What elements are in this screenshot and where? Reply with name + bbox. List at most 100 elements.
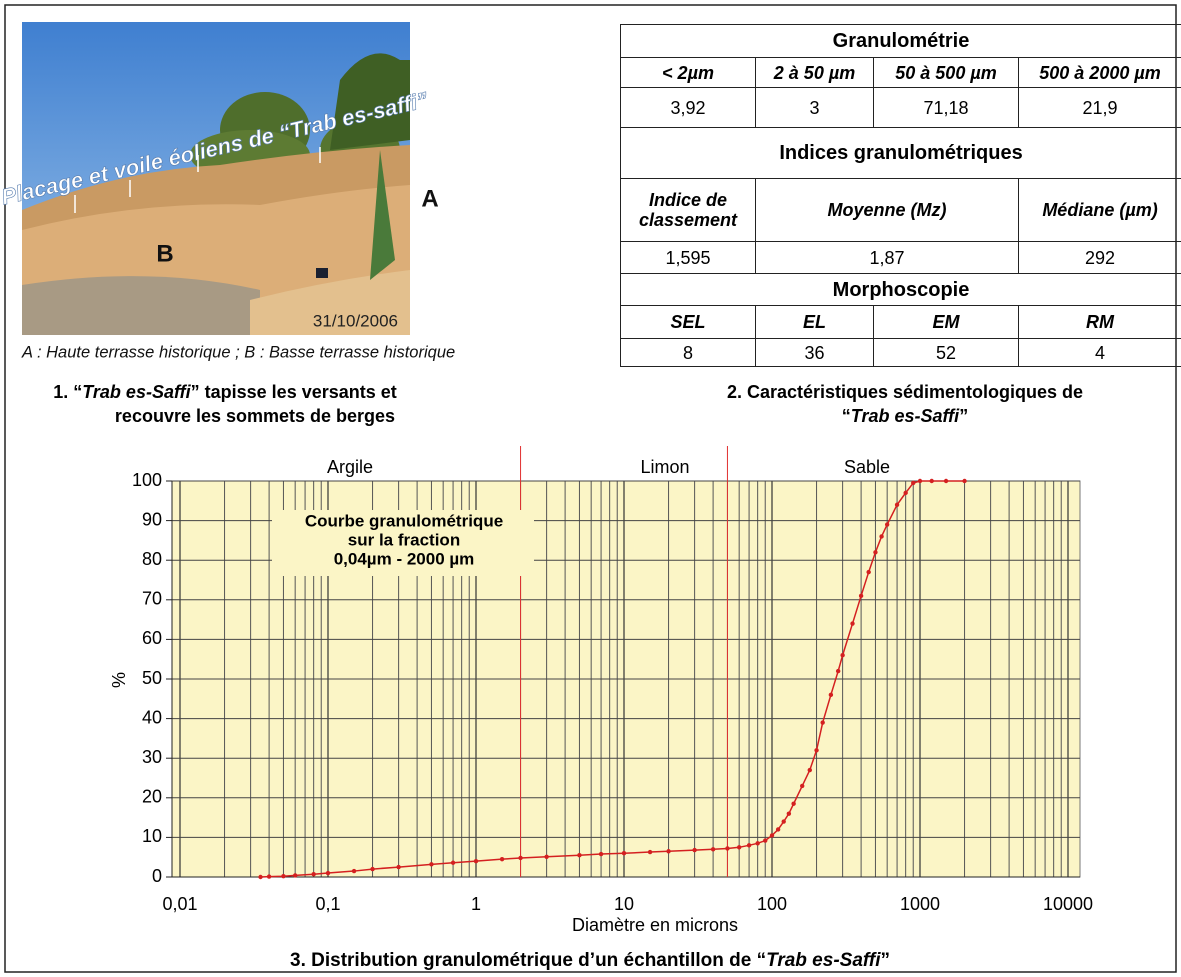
- caption-part: “: [842, 406, 851, 426]
- data-table: Granulométrie < 2µm 2 à 50 µm 50 à 500 µm 50…: [619, 24, 1181, 367]
- table-cell: 71,18: [873, 87, 1019, 128]
- photo-caption: 1. “Trab es-Saffi” tapisse les versants …: [53, 382, 397, 402]
- table-cell: 1,595: [620, 241, 756, 274]
- data-point: [621, 851, 627, 856]
- data-point: [692, 847, 697, 853]
- data-point: [292, 873, 298, 878]
- data-point: [911, 480, 916, 486]
- y-tick-label: 0: [152, 866, 162, 886]
- data-point: [266, 874, 272, 879]
- data-point: [903, 490, 908, 496]
- y-axis-label: %: [109, 672, 129, 688]
- table-cell: 50 à 500 µm: [873, 57, 1019, 88]
- data-point: [518, 855, 523, 861]
- x-axis-label: Diamètre en microns: [572, 915, 738, 935]
- data-point: [429, 862, 434, 867]
- table-cell: EL: [755, 305, 874, 339]
- table-row: 1,595 1,87 292: [620, 241, 1181, 274]
- data-line: [260, 480, 965, 878]
- data-point: [884, 522, 890, 527]
- data-point: [544, 854, 549, 860]
- data-point: [666, 849, 671, 854]
- title-part: 3. Distribution granulométrique d’un éch…: [290, 950, 766, 971]
- table-row: 8 36 52 4: [620, 338, 1181, 367]
- data-point: [736, 845, 742, 850]
- table-cell: 500 à 2000 µm: [1017, 57, 1181, 88]
- data-point: [710, 847, 716, 852]
- table-row: SEL EL EM RM: [620, 305, 1181, 339]
- photo-label: B: [156, 240, 173, 267]
- table-row: Indices granulométriques: [619, 127, 1181, 179]
- table-caption: 2. Caractéristiques sédimentologiques de: [727, 382, 1083, 402]
- data-point: [786, 811, 792, 816]
- table-cell: < 2µm: [620, 57, 756, 88]
- figure-border: [4, 4, 1177, 973]
- caption-part: 1. “: [53, 382, 82, 402]
- chart-title: 3. Distribution granulométrique d’un éch…: [290, 950, 890, 971]
- table-caption: “Trab es-Saffi”: [842, 406, 968, 426]
- y-tick-label: 80: [142, 549, 162, 569]
- photo-caption: recouvre les sommets de berges: [115, 406, 395, 426]
- x-tick-label: 1: [471, 894, 481, 914]
- x-tick-label: 0,1: [315, 894, 340, 914]
- data-point: [840, 653, 845, 658]
- caption-part: ”: [959, 406, 968, 426]
- zone-label: Sable: [844, 457, 890, 477]
- data-point: [917, 478, 923, 484]
- zone-label: Argile: [327, 457, 373, 477]
- data-point: [769, 833, 775, 838]
- table-cell: 36: [755, 338, 874, 367]
- caption-part: Trab es-Saffi: [851, 406, 960, 426]
- table-cell: 52: [873, 338, 1019, 367]
- table-row: < 2µm 2 à 50 µm 50 à 500 µm 500 à 2000 µm: [620, 57, 1181, 88]
- photo-label: A: [421, 185, 438, 212]
- data-point: [820, 720, 825, 725]
- table-cell: Morphoscopie: [619, 273, 1181, 306]
- photo-legend: A : Haute terrasse historique ; B : Bass…: [21, 343, 455, 361]
- y-tick-label: 100: [132, 470, 162, 490]
- table-cell: 292: [1017, 241, 1181, 274]
- x-tick-label: 1000: [900, 894, 940, 914]
- data-point: [775, 827, 781, 832]
- data-point: [755, 841, 760, 846]
- y-tick-label: 60: [142, 628, 162, 648]
- data-point: [828, 692, 834, 698]
- title-part: ”: [880, 950, 890, 971]
- table-row: Morphoscopie: [619, 273, 1181, 306]
- data-point: [311, 872, 316, 877]
- data-point: [781, 819, 786, 824]
- table-cell: RM: [1017, 305, 1181, 339]
- data-point: [943, 478, 949, 484]
- data-point: [351, 868, 357, 874]
- table-row: Granulométrie: [619, 24, 1181, 58]
- data-point: [725, 846, 730, 851]
- data-point: [873, 550, 878, 555]
- y-tick-label: 10: [142, 826, 162, 846]
- y-tick-label: 20: [142, 787, 162, 807]
- table-cell: 4: [1017, 338, 1181, 367]
- data-point: [396, 864, 401, 870]
- data-point: [598, 851, 604, 857]
- table-cell: 8: [620, 338, 756, 367]
- photo: Placage et voile éoliens de “Trab es-saf…: [0, 22, 441, 335]
- data-point: [858, 593, 864, 599]
- data-point: [850, 621, 855, 626]
- table-cell: Médiane (µm): [1017, 178, 1181, 242]
- photo-date: 31/10/2006: [313, 311, 398, 330]
- table-row: 3,92 3 71,18 21,9: [620, 87, 1181, 128]
- y-tick-label: 70: [142, 589, 162, 609]
- table-cell: 3: [755, 87, 874, 128]
- table-cell: 3,92: [620, 87, 756, 128]
- data-point: [450, 860, 456, 865]
- y-tick-label: 50: [142, 668, 162, 688]
- data-point: [800, 783, 805, 789]
- data-point: [807, 767, 812, 773]
- data-point: [577, 853, 582, 858]
- x-tick-label: 10: [614, 894, 634, 914]
- table-cell: Indices granulométriques: [619, 127, 1181, 179]
- data-point: [258, 874, 263, 880]
- data-point: [473, 858, 479, 864]
- title-part: Trab es-Saffi: [766, 950, 881, 971]
